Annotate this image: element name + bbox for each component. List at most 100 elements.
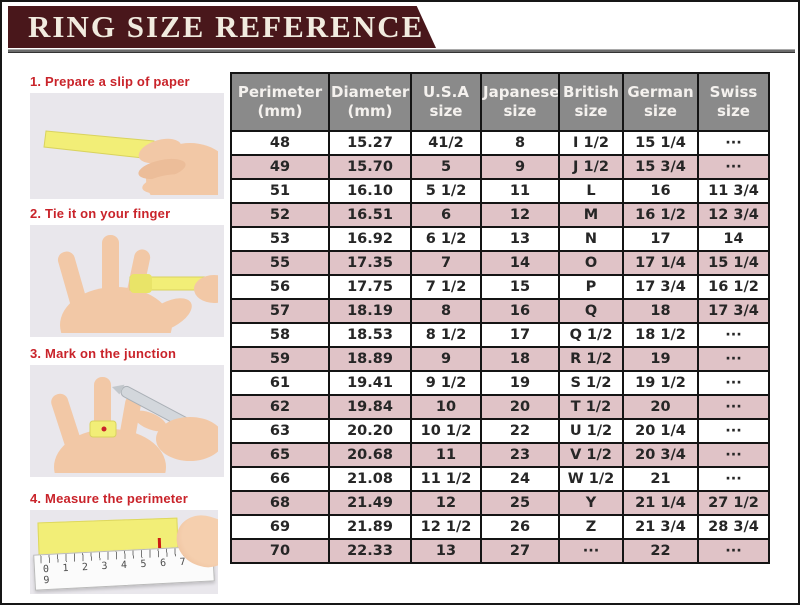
column-header: Diameter (mm) xyxy=(328,72,412,132)
table-cell: 25 xyxy=(480,490,560,516)
hand-holding-paper-graphic xyxy=(30,93,224,199)
table-cell: 20.68 xyxy=(328,442,412,468)
page-title: RING SIZE REFERENCE xyxy=(28,9,425,44)
table-cell: 69 xyxy=(230,514,330,540)
table-cell: 5 1/2 xyxy=(410,178,482,204)
table-cell: 55 xyxy=(230,250,330,276)
table-cell: L xyxy=(558,178,624,204)
table-cell: 21.89 xyxy=(328,514,412,540)
table-cell: 9 1/2 xyxy=(410,370,482,396)
column-header: Japanese size xyxy=(480,72,560,132)
table-cell: 27 xyxy=(480,538,560,564)
table-row: 51 16.10 5 1/2 11 L 16 11 3/4 xyxy=(230,178,770,204)
table-cell: 17.35 xyxy=(328,250,412,276)
table-cell: 19.84 xyxy=(328,394,412,420)
table-cell: 20 1/4 xyxy=(622,418,699,444)
table-cell: ··· xyxy=(697,130,770,156)
table-cell: 16.92 xyxy=(328,226,412,252)
table-cell: 66 xyxy=(230,466,330,492)
size-table-body: 48 15.27 41/2 8 I 1/2 15 1/4 ··· 49 15.70 5 9 J 1/2… xyxy=(230,130,770,564)
table-cell: 59 xyxy=(230,346,330,372)
step-3-caption: 3. Mark on the junction xyxy=(30,346,177,361)
step-1: 1. Prepare a slip of paper xyxy=(30,74,224,199)
hand-with-paper-tied-graphic xyxy=(30,225,224,337)
table-cell: 10 1/2 xyxy=(410,418,482,444)
table-cell: 13 xyxy=(480,226,560,252)
table-row: 69 21.89 12 1/2 26 Z 21 3/4 28 3/4 xyxy=(230,514,770,540)
table-cell: 11 xyxy=(410,442,482,468)
table-cell: 22.33 xyxy=(328,538,412,564)
table-cell: 23 xyxy=(480,442,560,468)
table-cell: 15.27 xyxy=(328,130,412,156)
table-cell: 18.53 xyxy=(328,322,412,348)
marking-junction-graphic xyxy=(30,365,224,477)
table-cell: Q 1/2 xyxy=(558,322,624,348)
table-cell: 16 xyxy=(480,298,560,324)
table-cell: 6 1/2 xyxy=(410,226,482,252)
table-cell: 61 xyxy=(230,370,330,396)
table-cell: ··· xyxy=(697,154,770,180)
step-3: 3. Mark on the junction xyxy=(30,346,224,477)
table-cell: ··· xyxy=(697,346,770,372)
table-cell: N xyxy=(558,226,624,252)
table-cell: 19 xyxy=(622,346,699,372)
table-cell: P xyxy=(558,274,624,300)
table-cell: 7 1/2 xyxy=(410,274,482,300)
table-cell: 28 3/4 xyxy=(697,514,770,540)
table-cell: 12 1/2 xyxy=(410,514,482,540)
table-cell: 26 xyxy=(480,514,560,540)
table-cell: ··· xyxy=(697,466,770,492)
table-cell: 12 xyxy=(410,490,482,516)
table-cell: 17 xyxy=(622,226,699,252)
table-cell: 16.51 xyxy=(328,202,412,228)
table-row: 65 20.68 11 23 V 1/2 20 3/4 ··· xyxy=(230,442,770,468)
table-cell: M xyxy=(558,202,624,228)
table-cell: 20 3/4 xyxy=(622,442,699,468)
table-row: 52 16.51 6 12 M 16 1/2 12 3/4 xyxy=(230,202,770,228)
table-cell: 16 1/2 xyxy=(697,274,770,300)
table-cell: 9 xyxy=(410,346,482,372)
table-cell: 17 1/4 xyxy=(622,250,699,276)
table-header-row: Perimeter (mm) Diameter (mm) U.S.A size Jap… xyxy=(230,72,770,132)
second-hand xyxy=(156,417,224,461)
table-cell: 15.70 xyxy=(328,154,412,180)
table-cell: 17 3/4 xyxy=(622,274,699,300)
table-cell: R 1/2 xyxy=(558,346,624,372)
table-cell: 57 xyxy=(230,298,330,324)
hand xyxy=(54,429,166,477)
table-cell: 21.08 xyxy=(328,466,412,492)
table-cell: 18 1/2 xyxy=(622,322,699,348)
table-row: 53 16.92 6 1/2 13 N 17 14 xyxy=(230,226,770,252)
table-cell: 17 3/4 xyxy=(697,298,770,324)
table-cell: 20 xyxy=(480,394,560,420)
table-cell: T 1/2 xyxy=(558,394,624,420)
column-header: Perimeter (mm) xyxy=(230,72,330,132)
table-cell: 11 3/4 xyxy=(697,178,770,204)
table-cell: V 1/2 xyxy=(558,442,624,468)
table-cell: S 1/2 xyxy=(558,370,624,396)
column-header: German size xyxy=(622,72,699,132)
table-cell: 20 xyxy=(622,394,699,420)
table-cell: ··· xyxy=(697,322,770,348)
table-cell: 12 xyxy=(480,202,560,228)
table-cell: 27 1/2 xyxy=(697,490,770,516)
table-cell: ··· xyxy=(697,538,770,564)
table-cell: 15 1/4 xyxy=(697,250,770,276)
column-header: U.S.A size xyxy=(410,72,482,132)
step-4: 4. Measure the perimeter 0 1 2 3 4 5 6 7… xyxy=(30,491,224,594)
table-cell: Z xyxy=(558,514,624,540)
table-row: 66 21.08 11 1/2 24 W 1/2 21 ··· xyxy=(230,466,770,492)
step-3-illustration xyxy=(30,365,224,477)
table-cell: 11 1/2 xyxy=(410,466,482,492)
table-cell: 8 xyxy=(480,130,560,156)
table-row: 57 18.19 8 16 Q 18 17 3/4 xyxy=(230,298,770,324)
table-cell: 9 xyxy=(480,154,560,180)
table-cell: 62 xyxy=(230,394,330,420)
table-row: 62 19.84 10 20 T 1/2 20 ··· xyxy=(230,394,770,420)
table-cell: 15 1/4 xyxy=(622,130,699,156)
table-cell: 58 xyxy=(230,322,330,348)
second-hand xyxy=(194,275,224,303)
table-cell: J 1/2 xyxy=(558,154,624,180)
table-cell: 22 xyxy=(480,418,560,444)
